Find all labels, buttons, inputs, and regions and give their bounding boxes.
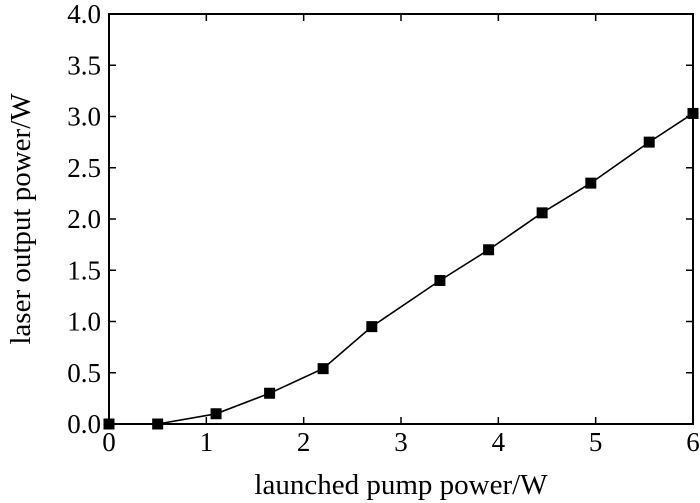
data-point bbox=[585, 177, 597, 189]
y-tick-label: 0.0 bbox=[67, 409, 101, 439]
x-tick-label: 2 bbox=[297, 427, 311, 457]
series-markers bbox=[103, 107, 699, 430]
y-tick-labels: 0.0 0.5 1.0 1.5 2.0 2.5 3.0 3.5 4.0 bbox=[67, 0, 101, 439]
data-point bbox=[536, 207, 548, 219]
data-point bbox=[483, 244, 495, 256]
y-axis-title: laser output power/W bbox=[5, 93, 37, 345]
data-point bbox=[687, 107, 699, 119]
x-axis-title: launched pump power/W bbox=[254, 469, 548, 501]
data-point bbox=[103, 418, 115, 430]
x-tick-label: 6 bbox=[686, 427, 700, 457]
y-tick-label: 1.0 bbox=[67, 307, 101, 337]
x-tick-label: 3 bbox=[394, 427, 408, 457]
y-tick-label: 0.5 bbox=[67, 358, 101, 388]
data-point bbox=[152, 418, 164, 430]
y-tick-label: 1.5 bbox=[67, 255, 101, 285]
y-tick-label: 2.5 bbox=[67, 153, 101, 183]
series-line bbox=[109, 112, 694, 425]
data-point bbox=[264, 387, 276, 399]
x-tick-label: 1 bbox=[200, 427, 214, 457]
y-tick-label: 4.0 bbox=[67, 0, 101, 29]
data-point bbox=[643, 136, 655, 148]
data-point bbox=[317, 363, 329, 375]
data-point bbox=[366, 321, 378, 333]
x-tick-label: 4 bbox=[492, 427, 506, 457]
y-tick-label: 3.0 bbox=[67, 102, 101, 132]
data-point bbox=[434, 275, 446, 286]
data-point bbox=[210, 408, 222, 420]
y-tick-label: 2.0 bbox=[67, 204, 101, 234]
x-tick-labels: 0 1 2 3 4 5 6 bbox=[102, 427, 700, 457]
plot-frame bbox=[108, 13, 694, 425]
x-tick-label: 0 bbox=[102, 427, 116, 457]
axis-ticks bbox=[108, 13, 694, 425]
x-tick-label: 5 bbox=[589, 427, 603, 457]
y-tick-label: 3.5 bbox=[67, 50, 101, 80]
